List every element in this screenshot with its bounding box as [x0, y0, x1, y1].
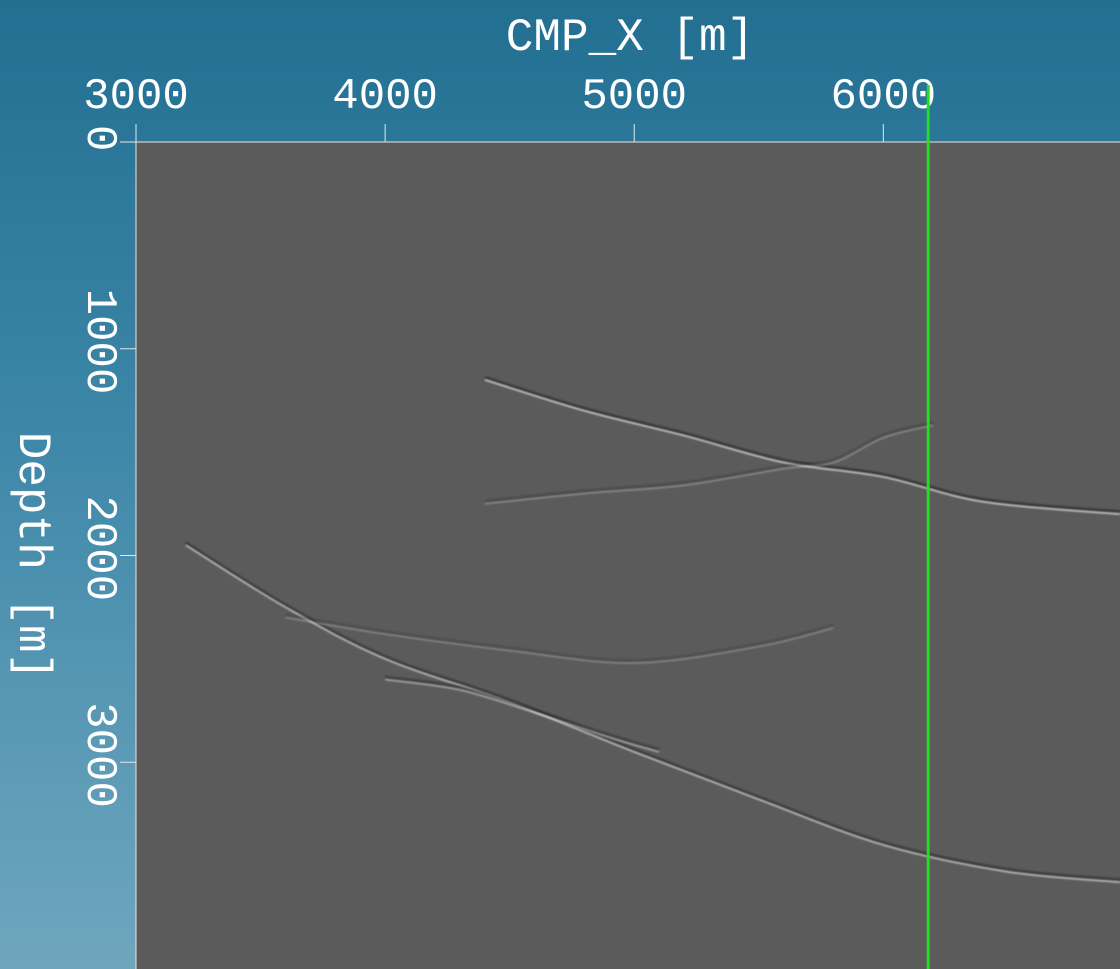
reflector-events	[185, 375, 1120, 884]
y-axis-label: Depth [m]	[6, 432, 58, 680]
y-tick-label: 1000	[74, 289, 124, 395]
y-tick-label: 0	[74, 125, 124, 151]
y-tick-label: 2000	[74, 496, 124, 602]
plot-area	[136, 142, 1120, 969]
reflector-event-peak	[384, 678, 660, 753]
reflector-event-peak	[185, 544, 1120, 884]
x-tick-label: 3000	[83, 72, 189, 122]
x-tick-label: 6000	[831, 72, 937, 122]
reflector-event-peak	[484, 378, 1120, 516]
reflector-event-peak	[484, 424, 934, 505]
y-tick-label: 3000	[74, 702, 124, 808]
reflector-event-trough	[384, 675, 660, 751]
x-axis-ticks: 3000 4000 5000 6000	[83, 72, 936, 142]
x-tick-label: 5000	[581, 72, 687, 122]
y-axis-ticks: 0 1000 2000 3000	[74, 125, 136, 808]
x-tick-label: 4000	[332, 72, 438, 122]
reflector-event-trough	[185, 541, 1120, 882]
reflector-event-trough	[285, 613, 834, 663]
x-axis-label: CMP_X [m]	[506, 12, 754, 64]
reflector-event-trough	[484, 375, 1120, 514]
reflector-event-trough	[484, 421, 934, 503]
reflector-event-peak	[285, 616, 834, 665]
